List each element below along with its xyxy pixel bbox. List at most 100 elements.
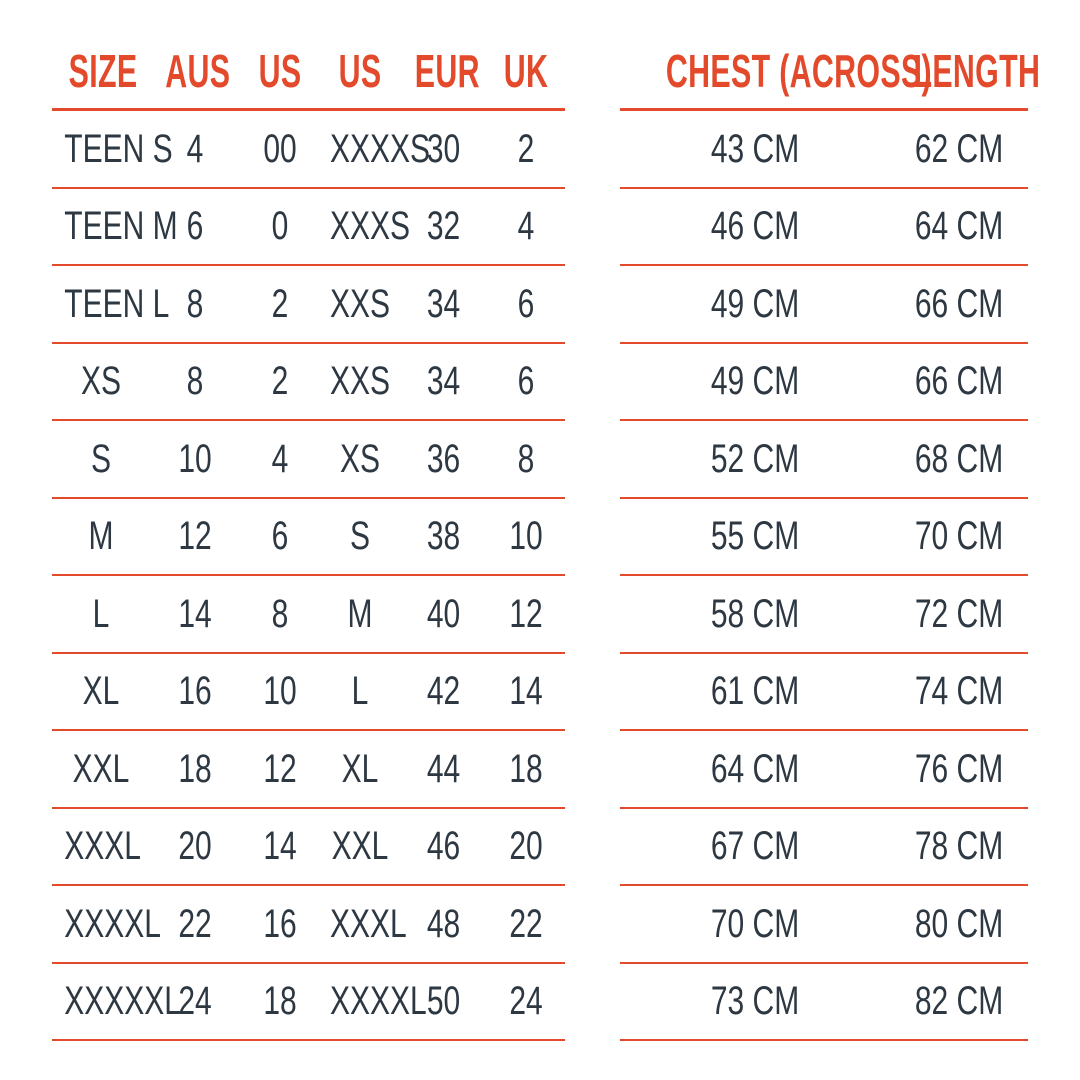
chest-cell: 58 CM	[710, 591, 800, 636]
size-conversion-header-row: SIZE AUS US US EUR UK	[52, 0, 565, 111]
size-cell: TEEN L	[64, 281, 170, 326]
length-cell: 62 CM	[914, 126, 1004, 171]
aus-cell: 10	[178, 436, 212, 481]
column-header-length: LENGTH	[913, 45, 1041, 97]
length-cell: 64 CM	[914, 204, 1004, 249]
table-row: XXXXL 22 16 XXXL 48 22	[52, 886, 565, 964]
chest-cell: 73 CM	[710, 979, 800, 1024]
aus-cell: 14	[178, 591, 212, 636]
size-cell: XXXXXL	[64, 979, 181, 1024]
table-row: 55 CM 70 CM	[620, 499, 1028, 576]
chest-cell: 70 CM	[710, 901, 800, 946]
table-row: S 10 4 XS 36 8	[52, 421, 565, 499]
us2-cell: XXS	[330, 359, 391, 404]
chest-cell: 64 CM	[710, 746, 800, 791]
size-cell: S	[90, 436, 112, 481]
uk-cell: 18	[509, 746, 543, 791]
measurements-body: 43 CM 62 CM 46 CM 64 CM 49 CM 66 CM 49 CM 66 CM…	[620, 111, 1028, 1041]
eur-cell: 38	[426, 514, 461, 559]
table-row: M 12 6 S 38 10	[52, 499, 565, 576]
uk-cell: 22	[509, 901, 543, 946]
size-cell: XS	[80, 359, 122, 404]
us2-cell: XXXS	[330, 204, 411, 249]
us-cell: 18	[263, 979, 297, 1024]
chest-cell: 49 CM	[710, 281, 800, 326]
length-cell: 70 CM	[914, 514, 1004, 559]
us2-cell: XXXXL	[330, 979, 427, 1024]
table-row: XS 8 2 XXS 34 6	[52, 344, 565, 421]
length-cell: 76 CM	[914, 746, 1004, 791]
column-header-uk: UK	[503, 45, 549, 97]
length-cell: 80 CM	[914, 901, 1004, 946]
size-cell: XXL	[72, 746, 130, 791]
us-cell: 10	[263, 669, 297, 714]
chest-cell: 52 CM	[710, 436, 800, 481]
us-cell: 2	[271, 359, 289, 404]
uk-cell: 4	[517, 204, 535, 249]
column-header-us-alpha: US	[338, 45, 382, 97]
uk-cell: 14	[509, 669, 543, 714]
aus-cell: 24	[178, 979, 212, 1024]
table-row: 61 CM 74 CM	[620, 654, 1028, 731]
us-cell: 0	[271, 204, 289, 249]
us2-cell: XXXXS	[330, 126, 431, 171]
uk-cell: 8	[517, 436, 535, 481]
chest-cell: 43 CM	[710, 126, 800, 171]
length-cell: 74 CM	[914, 669, 1004, 714]
us-cell: 6	[271, 514, 289, 559]
eur-cell: 46	[426, 824, 461, 869]
aus-cell: 16	[178, 669, 212, 714]
eur-cell: 30	[426, 126, 461, 171]
aus-cell: 6	[186, 204, 204, 249]
us-cell: 16	[263, 901, 297, 946]
column-header-eur: EUR	[414, 45, 480, 97]
table-row: XXL 18 12 XL 44 18	[52, 731, 565, 809]
table-row: TEEN S 4 00 XXXXS 30 2	[52, 111, 565, 189]
table-row: 70 CM 80 CM	[620, 886, 1028, 964]
eur-cell: 42	[426, 669, 461, 714]
size-cell: XL	[82, 669, 120, 714]
table-row: TEEN L 8 2 XXS 34 6	[52, 266, 565, 344]
table-row: XL 16 10 L 42 14	[52, 654, 565, 731]
eur-cell: 36	[426, 436, 461, 481]
table-row: 67 CM 78 CM	[620, 809, 1028, 886]
chest-cell: 49 CM	[710, 359, 800, 404]
table-row: 43 CM 62 CM	[620, 111, 1028, 189]
eur-cell: 50	[426, 979, 461, 1024]
eur-cell: 48	[426, 901, 461, 946]
us2-cell: M	[347, 591, 373, 636]
table-row: 52 CM 68 CM	[620, 421, 1028, 499]
us-cell: 12	[263, 746, 297, 791]
aus-cell: 8	[186, 359, 204, 404]
uk-cell: 2	[517, 126, 535, 171]
table-row: 58 CM 72 CM	[620, 576, 1028, 654]
eur-cell: 34	[426, 359, 461, 404]
aus-cell: 22	[178, 901, 212, 946]
aus-cell: 12	[178, 514, 212, 559]
size-cell: TEEN S	[64, 126, 173, 171]
aus-cell: 4	[186, 126, 204, 171]
us2-cell: XL	[341, 746, 379, 791]
us2-cell: XXS	[330, 281, 391, 326]
measurements-header-row: CHEST (ACROSS) LENGTH	[620, 0, 1041, 111]
size-cell: TEEN M	[64, 204, 178, 249]
uk-cell: 20	[509, 824, 543, 869]
us2-cell: XXL	[331, 824, 389, 869]
aus-cell: 18	[178, 746, 212, 791]
us-cell: 4	[271, 436, 289, 481]
length-cell: 82 CM	[914, 979, 1004, 1024]
size-conversion-table: SIZE AUS US US EUR UK TEEN S 4 0 0 XXXXS 30 2 T…	[52, 0, 565, 1041]
table-row: 49 CM 66 CM	[620, 344, 1028, 421]
column-header-aus: AUS	[165, 45, 231, 97]
chest-cell: 67 CM	[710, 824, 800, 869]
length-cell: 66 CM	[914, 281, 1004, 326]
us2-cell: L	[351, 669, 369, 714]
eur-cell: 40	[426, 591, 461, 636]
column-header-size: SIZE	[68, 45, 138, 97]
table-row: 46 CM 64 CM	[620, 189, 1028, 266]
length-cell: 78 CM	[914, 824, 1004, 869]
size-cell: XXXL	[64, 824, 141, 869]
us-cell: 14	[263, 824, 297, 869]
uk-cell: 6	[517, 359, 535, 404]
table-row: L 14 8 M 40 12	[52, 576, 565, 654]
